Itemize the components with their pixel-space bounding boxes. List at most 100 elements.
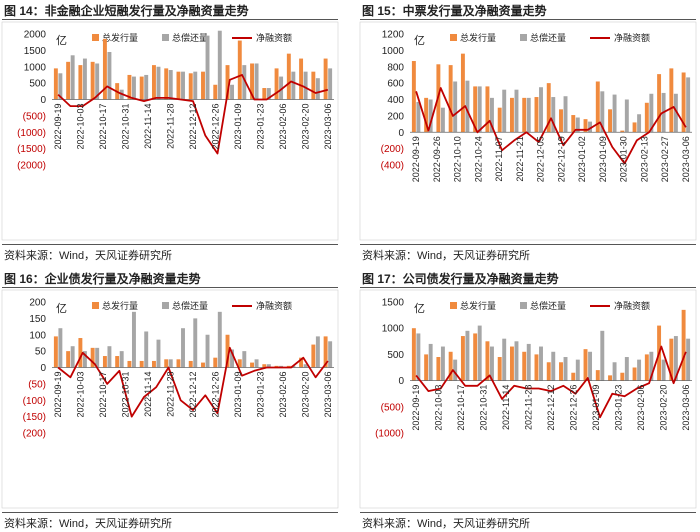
bar-repay [489, 346, 494, 381]
x-tick-label: 2022-11-28 [524, 385, 534, 430]
bar-repay [303, 71, 308, 100]
x-tick-label: 2022-10-31 [121, 372, 131, 418]
x-tick-label: 2023-01-02 [577, 136, 587, 182]
chart-panel-17: 图 17：公司债发行量及净融资量走势 亿 1500 1000 500 0 (500) (10… [358, 268, 698, 530]
bar-repay [70, 55, 75, 100]
bar-repay [266, 88, 271, 100]
plot-frame [359, 21, 697, 241]
legend-label-repay: 总偿还量 [530, 300, 566, 311]
legend-label-net: 净融资额 [256, 300, 292, 311]
x-tick-label: 2023-01-09 [591, 385, 601, 431]
bar-repay [453, 359, 458, 381]
x-tick-label: 2022-10-17 [98, 104, 108, 150]
bar-issue [115, 356, 120, 368]
bar-issue [436, 357, 441, 381]
bar-issue [188, 360, 193, 368]
bar-issue [632, 367, 637, 381]
x-tick-label: 2022-10-03 [76, 104, 86, 150]
bar-issue [559, 362, 563, 381]
bar-issue [286, 53, 291, 100]
bar-issue [485, 341, 490, 381]
bar-repay [279, 76, 284, 100]
legend-swatch-issue [92, 302, 99, 309]
bar-repay [673, 336, 678, 381]
bar-repay [502, 89, 507, 133]
bar-issue [669, 68, 674, 133]
bar-issue [299, 58, 304, 100]
bar-repay [315, 78, 320, 100]
x-tick-label: 2022-11-14 [143, 104, 153, 149]
bar-repay [217, 311, 222, 368]
y-tick-label: (150) [23, 412, 46, 423]
chart-title: 图 16：企业债发行量及净融资量走势 [4, 272, 201, 286]
y-tick-label: 1000 [24, 62, 47, 73]
x-tick-label: 2023-02-06 [636, 385, 646, 431]
legend-label-issue: 总发行量 [102, 300, 138, 311]
x-tick-label: 2022-12-26 [210, 372, 220, 418]
bar-issue [460, 336, 465, 381]
bar-issue [460, 53, 465, 133]
bar-issue [534, 97, 539, 133]
bar-repay [649, 93, 654, 133]
y-tick-label: 0 [40, 95, 46, 106]
bar-repay [144, 331, 149, 368]
legend-swatch-repay [520, 34, 527, 41]
bar-repay [624, 99, 629, 133]
bar-repay [526, 97, 531, 133]
bar-issue [522, 97, 527, 133]
bar-repay [242, 351, 247, 368]
bar-repay [514, 89, 519, 133]
bar-repay [193, 71, 198, 100]
legend-label-net: 净融资额 [256, 32, 292, 43]
x-tick-label: 2022-09-26 [432, 136, 442, 182]
x-tick-label: 2022-09-19 [53, 372, 63, 418]
bar-repay [428, 343, 433, 381]
x-tick-label: 2022-10-24 [473, 136, 483, 182]
bar-repay [686, 77, 691, 133]
legend-swatch-repay [162, 34, 169, 41]
bar-repay [107, 346, 112, 368]
plot-frame [1, 289, 339, 509]
bar-repay [181, 328, 185, 368]
bar-issue [509, 346, 514, 381]
bar-repay [539, 346, 543, 381]
x-tick-label: 2022-09-19 [411, 136, 421, 182]
legend-label-issue: 总发行量 [460, 300, 496, 311]
x-tick-label: 2022-12-19 [556, 136, 566, 182]
bar-repay [156, 339, 161, 368]
x-tick-label: 2023-03-06 [323, 104, 333, 150]
legend-swatch-issue [92, 34, 99, 41]
x-tick-label: 2022-09-19 [53, 104, 63, 150]
bar-repay [156, 66, 161, 100]
bar-issue [424, 97, 429, 133]
x-tick-label: 2023-01-23 [255, 104, 265, 150]
legend-swatch-repay [162, 302, 169, 309]
chart-title: 图 14：非金融企业短融发行量及净融资量走势 [4, 4, 249, 18]
bar-issue [250, 362, 255, 368]
y-tick-label: (1000) [17, 128, 46, 139]
chart-title: 图 17：公司债发行量及净融资量走势 [362, 272, 559, 286]
bar-repay [440, 107, 445, 133]
x-tick-label: 2023-02-20 [300, 104, 310, 150]
bar-issue [151, 65, 156, 100]
bar-issue [78, 338, 83, 368]
bar-repay [217, 30, 222, 100]
y-tick-label: 1000 [382, 324, 405, 335]
source-divider [360, 512, 696, 513]
bar-issue [534, 354, 539, 381]
y-tick-label: (2000) [17, 161, 46, 172]
bar-repay [673, 93, 678, 133]
bar-repay [624, 357, 629, 381]
bar-repay [440, 346, 445, 381]
x-tick-label: 2022-12-05 [536, 136, 546, 182]
y-tick-label: (50) [28, 379, 46, 390]
bar-repay [266, 364, 271, 368]
bar-issue [53, 336, 58, 368]
y-tick-label: (200) [381, 144, 404, 155]
bar-issue [311, 71, 316, 100]
x-tick-label: 2022-12-26 [210, 104, 220, 150]
bar-issue [608, 109, 613, 133]
chart-17: 亿 1500 1000 500 0 (500) (1000) 总发行量 总偿还量 净融资额 2022… [359, 289, 697, 509]
bar-repay [489, 97, 494, 133]
y-tick-label: (400) [381, 161, 404, 172]
